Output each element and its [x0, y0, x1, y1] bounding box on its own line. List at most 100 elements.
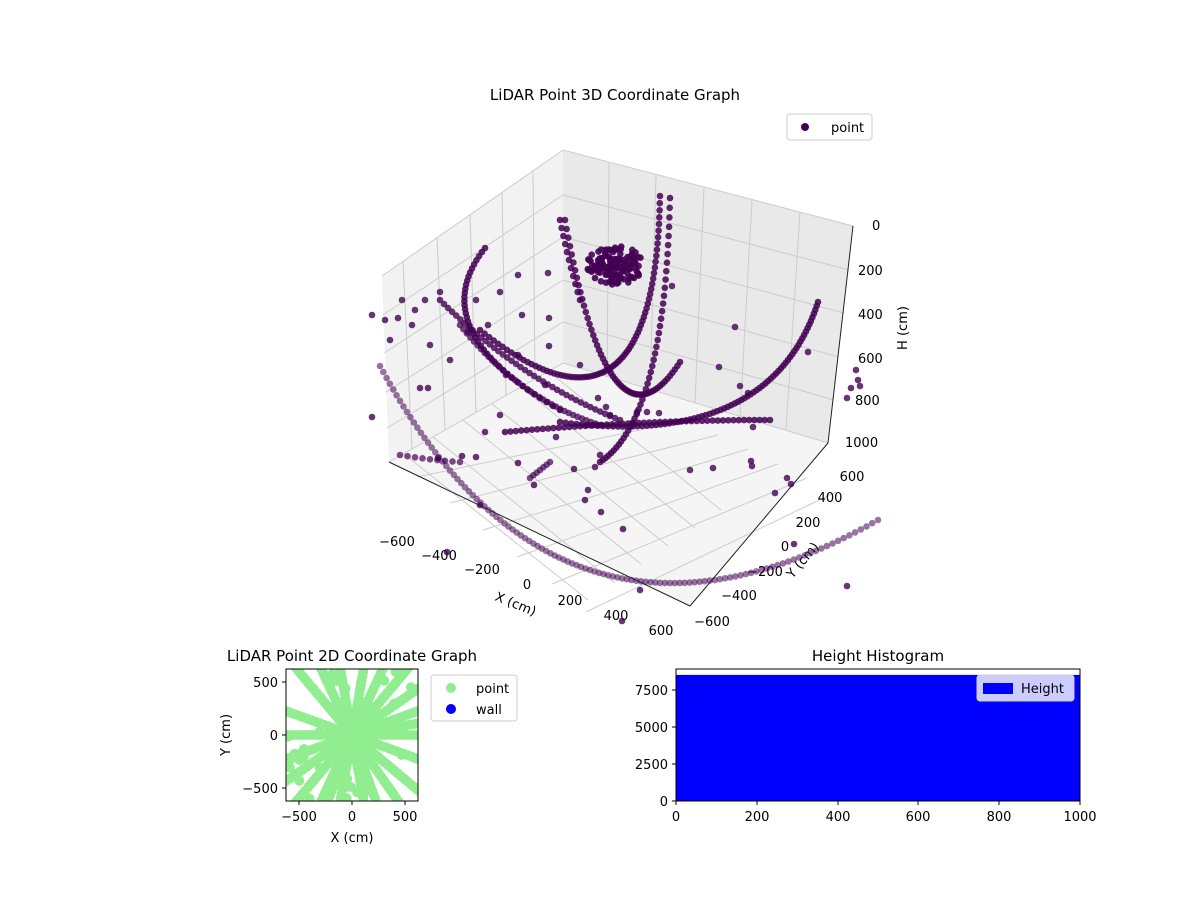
legend-3d-marker: [801, 123, 809, 131]
scatter-point: [443, 462, 450, 470]
scatter-point: [342, 773, 353, 784]
scatter-point: [663, 267, 670, 275]
scatter-point: [846, 532, 853, 539]
scatter-point: [378, 814, 388, 824]
legend-3d-label: point: [831, 121, 864, 136]
grid-line: [501, 191, 507, 397]
x-ticks-hist: [675, 801, 1081, 805]
scatter-point: [602, 279, 610, 287]
scatter-point: [528, 426, 536, 434]
scatter-point: [683, 417, 690, 425]
scatter-point: [362, 814, 372, 824]
scatter-point: [654, 336, 661, 344]
legend-2d-label: point: [476, 682, 509, 697]
scatter-point: [735, 416, 742, 424]
scatter-point: [545, 342, 553, 350]
scatter-point: [868, 519, 876, 527]
scatter-point: [552, 433, 560, 441]
scatter-point: [556, 418, 564, 426]
scatter-point: [585, 256, 592, 263]
scatter-point: [541, 381, 549, 389]
x-tick-label: −600: [379, 535, 415, 550]
scatter-point: [481, 428, 489, 436]
scatter-point: [512, 427, 520, 435]
scatter-point: [647, 578, 654, 586]
scatter-point: [686, 466, 694, 474]
scatter-point: [314, 727, 325, 738]
scatter-point: [322, 798, 332, 801]
grid-line: [551, 477, 808, 585]
x-tick-label: 600: [906, 810, 931, 825]
scatter-point: [572, 280, 579, 288]
scatter-point: [267, 759, 277, 769]
grid-line: [585, 491, 837, 613]
scatter-point: [654, 233, 662, 241]
scatter-point: [345, 782, 356, 792]
scatter-point: [666, 214, 673, 221]
x-tick-label: 0: [523, 578, 531, 593]
scatter-point: [632, 249, 639, 256]
scatter-point: [753, 568, 760, 575]
scatter-point: [426, 456, 434, 463]
scatter-point: [592, 265, 600, 273]
scatter-point: [432, 449, 439, 456]
scatter-point: [321, 802, 331, 812]
grid-line: [482, 448, 749, 531]
scatter-point: [514, 351, 522, 359]
histogram-frame: [675, 668, 1081, 802]
scatter-point: [698, 417, 706, 425]
scatter-point: [790, 540, 798, 548]
scatter-point: [561, 216, 569, 224]
x-tick-label: 200: [558, 594, 583, 609]
scatter-point: [667, 418, 674, 426]
scatter-point: [656, 322, 664, 330]
scatter-point: [419, 455, 426, 462]
scatter-point: [340, 683, 351, 694]
scatter-point: [570, 465, 578, 473]
scatter-point: [829, 540, 836, 547]
scatter-point: [360, 806, 370, 816]
scatter-point: [650, 356, 657, 364]
scatter-point: [258, 730, 268, 740]
scatter-point: [647, 368, 655, 376]
scatter-point: [604, 270, 611, 278]
x-tick-label: 200: [745, 810, 770, 825]
y-tick-label: 7500: [635, 684, 668, 699]
scatter-point: [571, 423, 579, 430]
z-tick-label: 400: [858, 308, 883, 323]
scatter-point: [381, 316, 389, 324]
scatter-point: [361, 785, 372, 796]
scatter-point: [624, 420, 632, 427]
grid-line: [785, 211, 801, 431]
scatter-point: [656, 207, 663, 214]
x-tick-label: 800: [987, 810, 1012, 825]
scatter-point: [608, 276, 615, 283]
scatter-point: [691, 578, 698, 586]
scatter-point: [847, 384, 855, 392]
scatter-point: [783, 474, 791, 482]
scatter-point: [716, 575, 724, 583]
scatter-point: [253, 730, 263, 740]
grid-line: [449, 434, 719, 504]
scatter-point: [319, 806, 329, 816]
scatter-point: [796, 554, 803, 561]
legend-3d-frame: [786, 113, 873, 141]
scatter-point: [290, 669, 299, 672]
scatter-point: [419, 790, 429, 800]
scatter-point: [660, 292, 668, 300]
scatter-point: [341, 793, 352, 801]
scatter-point: [651, 264, 659, 271]
scatter-point: [676, 579, 683, 587]
scatter-point: [656, 192, 664, 200]
scatter-point: [304, 793, 315, 801]
scatter-point: [449, 458, 456, 465]
grid-line: [436, 236, 446, 431]
scatter-point: [386, 336, 394, 344]
x-tick-labels-hist: 0 200 400 600 800 1000: [672, 810, 1097, 825]
scatter-point: [436, 296, 444, 304]
scatter-point: [332, 814, 342, 824]
scatter-point: [677, 418, 685, 425]
scatter-point: [299, 744, 309, 754]
y-tick-label: 600: [840, 470, 865, 485]
y-tick-label: 2500: [635, 758, 668, 773]
